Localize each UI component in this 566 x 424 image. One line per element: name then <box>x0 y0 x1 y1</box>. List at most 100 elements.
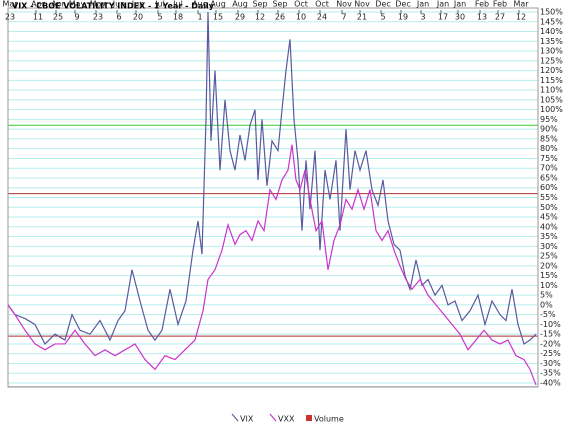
x-tick-month: Oct <box>294 0 308 9</box>
series-line <box>7 144 537 386</box>
x-tick-month: Jan <box>453 0 466 9</box>
y-tick-label: 0% <box>540 300 553 309</box>
x-tick-month: Aug <box>232 0 248 9</box>
y-tick-label: -35% <box>540 369 561 378</box>
y-tick-label: 50% <box>540 203 558 212</box>
x-tick-label: 10 <box>296 13 306 22</box>
x-tick-month: Jul <box>154 0 165 9</box>
y-tick-label: 35% <box>540 232 558 241</box>
y-tick-label: 150% <box>540 8 563 17</box>
y-tick-label: 130% <box>540 47 563 56</box>
y-tick-label: 55% <box>540 193 558 202</box>
y-tick-label: -15% <box>540 330 561 339</box>
x-tick-label: 6 <box>116 13 121 22</box>
y-tick-label: -20% <box>540 339 561 348</box>
x-tick-label: 7 <box>341 13 346 22</box>
y-tick-label: 60% <box>540 183 558 192</box>
plot <box>7 11 537 386</box>
y-tick-label: 100% <box>540 105 563 114</box>
y-tick-label: 45% <box>540 213 558 222</box>
legend-swatch <box>306 415 312 421</box>
legend-swatch <box>269 413 277 422</box>
y-tick-label: 20% <box>540 261 558 270</box>
x-tick-month: Sep <box>252 0 267 9</box>
y-tick-label: 90% <box>540 125 558 134</box>
x-tick-label: 23 <box>93 13 103 22</box>
y-tick-label: 80% <box>540 144 558 153</box>
x-tick-label: 5 <box>380 13 385 22</box>
x-tick-label: 17 <box>438 13 448 22</box>
x-tick-month: Jul <box>172 0 183 9</box>
x-tick-month: Apr <box>31 0 46 9</box>
y-tick-label: 65% <box>540 173 558 182</box>
plot-border <box>7 7 539 388</box>
x-tick-month: May <box>90 0 107 9</box>
x-tick-month: Dec <box>375 0 390 9</box>
x-tick-label: 5 <box>157 13 162 22</box>
x-tick-label: 19 <box>398 13 408 22</box>
x-tick-label: 23 <box>5 13 15 22</box>
y-tick-label: -25% <box>540 349 561 358</box>
chart-title: VIX - CBOE VOLATILITY INDEX - 1 Year - D… <box>12 2 215 11</box>
y-tick-label: -40% <box>540 379 561 388</box>
x-tick-month: Nov <box>354 0 370 9</box>
x-tick-label: 29 <box>235 13 245 22</box>
series-line <box>7 11 537 345</box>
legend-swatch <box>231 413 239 422</box>
x-tick-label: 12 <box>255 13 265 22</box>
x-tick-month: Mar <box>2 0 18 9</box>
y-tick-label: -10% <box>540 320 561 329</box>
y-tick-label: 115% <box>540 76 563 85</box>
x-tick-label: 25 <box>53 13 63 22</box>
y-tick-label: 140% <box>540 27 563 36</box>
x-tick-label: 26 <box>275 13 285 22</box>
x-tick-label: 20 <box>133 13 143 22</box>
legend-label: VXX <box>278 415 295 424</box>
x-tick-label: 21 <box>357 13 367 22</box>
x-tick-label: 3 <box>420 13 425 22</box>
x-tick-label: 15 <box>213 13 223 22</box>
y-tick-label: 5% <box>540 291 553 300</box>
x-tick-month: Jun <box>112 0 126 9</box>
x-tick-label: 11 <box>33 13 43 22</box>
x-tick-month: Apr <box>51 0 66 9</box>
y-tick-label: 120% <box>540 66 563 75</box>
y-tick-label: 110% <box>540 86 563 95</box>
grid <box>7 7 539 388</box>
x-tick-month: Feb <box>475 0 489 9</box>
x-tick-month: Aug <box>210 0 226 9</box>
x-tick-label: 24 <box>317 13 327 22</box>
y-tick-label: 125% <box>540 56 563 65</box>
y-tick-label: 135% <box>540 37 563 46</box>
y-tick-label: 95% <box>540 115 558 124</box>
x-tick-month: Jun <box>131 0 145 9</box>
x-tick-month: Oct <box>315 0 329 9</box>
x-tick-month: Nov <box>336 0 352 9</box>
x-tick-label: 30 <box>455 13 465 22</box>
legend-label: VIX <box>240 415 254 424</box>
x-tick-label: 9 <box>74 13 79 22</box>
y-tick-label: 105% <box>540 95 563 104</box>
y-tick-label: 145% <box>540 17 563 26</box>
y-tick-label: 25% <box>540 252 558 261</box>
x-tick-label: 12 <box>516 13 526 22</box>
y-tick-label: 75% <box>540 154 558 163</box>
x-tick-label: 1 <box>197 13 202 22</box>
x-tick-label: 18 <box>173 13 183 22</box>
x-tick-month: Mar <box>513 0 529 9</box>
x-tick-month: Dec <box>395 0 410 9</box>
x-tick-month: Feb <box>493 0 507 9</box>
y-tick-label: -5% <box>540 310 556 319</box>
y-tick-label: 70% <box>540 164 558 173</box>
y-tick-label: 30% <box>540 242 558 251</box>
y-tick-label: 10% <box>540 281 558 290</box>
y-tick-label: -30% <box>540 359 561 368</box>
x-tick-month: Sep <box>272 0 287 9</box>
x-tick-month: Jan <box>436 0 449 9</box>
x-tick-month: Aug <box>192 0 208 9</box>
x-tick-label: 13 <box>477 13 487 22</box>
legend-label: Volume <box>314 415 344 424</box>
x-tick-month: Jan <box>416 0 429 9</box>
